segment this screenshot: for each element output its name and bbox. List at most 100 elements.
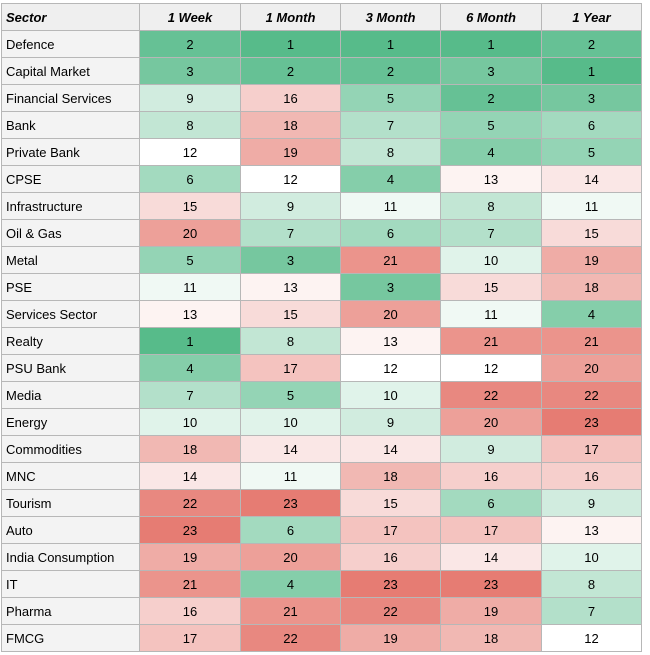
rank-cell[interactable]: 20 [240,543,341,571]
sector-name-cell[interactable]: Capital Market [1,57,140,85]
rank-cell[interactable]: 1 [440,30,542,58]
rank-cell[interactable]: 16 [541,462,642,490]
rank-cell[interactable]: 8 [139,111,241,139]
rank-cell[interactable]: 1 [139,327,241,355]
rank-cell[interactable]: 22 [240,624,341,652]
rank-cell[interactable]: 2 [340,57,441,85]
rank-cell[interactable]: 2 [139,30,241,58]
sector-name-cell[interactable]: Financial Services [1,84,140,112]
rank-cell[interactable]: 8 [340,138,441,166]
sector-name-cell[interactable]: Tourism [1,489,140,517]
rank-cell[interactable]: 18 [340,462,441,490]
rank-cell[interactable]: 19 [240,138,341,166]
rank-cell[interactable]: 9 [139,84,241,112]
rank-cell[interactable]: 13 [139,300,241,328]
rank-cell[interactable]: 6 [139,165,241,193]
rank-cell[interactable]: 3 [139,57,241,85]
sector-name-cell[interactable]: Private Bank [1,138,140,166]
sector-name-cell[interactable]: Infrastructure [1,192,140,220]
rank-cell[interactable]: 13 [240,273,341,301]
rank-cell[interactable]: 15 [440,273,542,301]
rank-cell[interactable]: 17 [240,354,341,382]
rank-cell[interactable]: 16 [340,543,441,571]
rank-cell[interactable]: 18 [240,111,341,139]
sector-name-cell[interactable]: Defence [1,30,140,58]
sector-name-cell[interactable]: IT [1,570,140,598]
rank-cell[interactable]: 9 [541,489,642,517]
rank-cell[interactable]: 4 [440,138,542,166]
rank-cell[interactable]: 12 [240,165,341,193]
sector-name-cell[interactable]: PSE [1,273,140,301]
rank-cell[interactable]: 15 [340,489,441,517]
rank-cell[interactable]: 12 [440,354,542,382]
sector-name-cell[interactable]: Oil & Gas [1,219,140,247]
rank-cell[interactable]: 19 [541,246,642,274]
rank-cell[interactable]: 15 [541,219,642,247]
header-1-month[interactable]: 1 Month [240,3,341,31]
rank-cell[interactable]: 6 [340,219,441,247]
sector-name-cell[interactable]: MNC [1,462,140,490]
rank-cell[interactable]: 20 [541,354,642,382]
header-6-month[interactable]: 6 Month [440,3,542,31]
rank-cell[interactable]: 10 [340,381,441,409]
header-3-month[interactable]: 3 Month [340,3,441,31]
rank-cell[interactable]: 12 [139,138,241,166]
rank-cell[interactable]: 7 [340,111,441,139]
rank-cell[interactable]: 21 [240,597,341,625]
rank-cell[interactable]: 19 [340,624,441,652]
sector-name-cell[interactable]: Bank [1,111,140,139]
rank-cell[interactable]: 7 [541,597,642,625]
rank-cell[interactable]: 11 [240,462,341,490]
rank-cell[interactable]: 4 [240,570,341,598]
rank-cell[interactable]: 1 [541,57,642,85]
rank-cell[interactable]: 17 [139,624,241,652]
header-1-week[interactable]: 1 Week [139,3,241,31]
rank-cell[interactable]: 18 [139,435,241,463]
rank-cell[interactable]: 3 [240,246,341,274]
header-1-year[interactable]: 1 Year [541,3,642,31]
rank-cell[interactable]: 17 [440,516,542,544]
rank-cell[interactable]: 10 [139,408,241,436]
sector-name-cell[interactable]: Services Sector [1,300,140,328]
rank-cell[interactable]: 21 [440,327,542,355]
rank-cell[interactable]: 16 [139,597,241,625]
rank-cell[interactable]: 15 [139,192,241,220]
rank-cell[interactable]: 8 [541,570,642,598]
rank-cell[interactable]: 9 [340,408,441,436]
rank-cell[interactable]: 22 [541,381,642,409]
rank-cell[interactable]: 11 [139,273,241,301]
rank-cell[interactable]: 3 [440,57,542,85]
rank-cell[interactable]: 1 [340,30,441,58]
sector-name-cell[interactable]: Pharma [1,597,140,625]
sector-name-cell[interactable]: Auto [1,516,140,544]
rank-cell[interactable]: 13 [541,516,642,544]
rank-cell[interactable]: 21 [139,570,241,598]
rank-cell[interactable]: 2 [240,57,341,85]
rank-cell[interactable]: 6 [541,111,642,139]
rank-cell[interactable]: 23 [340,570,441,598]
rank-cell[interactable]: 16 [440,462,542,490]
rank-cell[interactable]: 17 [340,516,441,544]
rank-cell[interactable]: 9 [240,192,341,220]
rank-cell[interactable]: 7 [440,219,542,247]
rank-cell[interactable]: 23 [240,489,341,517]
rank-cell[interactable]: 16 [240,84,341,112]
rank-cell[interactable]: 4 [139,354,241,382]
rank-cell[interactable]: 5 [440,111,542,139]
sector-name-cell[interactable]: Energy [1,408,140,436]
rank-cell[interactable]: 10 [440,246,542,274]
rank-cell[interactable]: 6 [240,516,341,544]
rank-cell[interactable]: 22 [340,597,441,625]
sector-name-cell[interactable]: Realty [1,327,140,355]
rank-cell[interactable]: 3 [340,273,441,301]
rank-cell[interactable]: 19 [139,543,241,571]
rank-cell[interactable]: 10 [240,408,341,436]
rank-cell[interactable]: 4 [541,300,642,328]
sector-name-cell[interactable]: PSU Bank [1,354,140,382]
rank-cell[interactable]: 11 [440,300,542,328]
rank-cell[interactable]: 18 [440,624,542,652]
rank-cell[interactable]: 20 [340,300,441,328]
rank-cell[interactable]: 5 [240,381,341,409]
rank-cell[interactable]: 18 [541,273,642,301]
rank-cell[interactable]: 2 [440,84,542,112]
